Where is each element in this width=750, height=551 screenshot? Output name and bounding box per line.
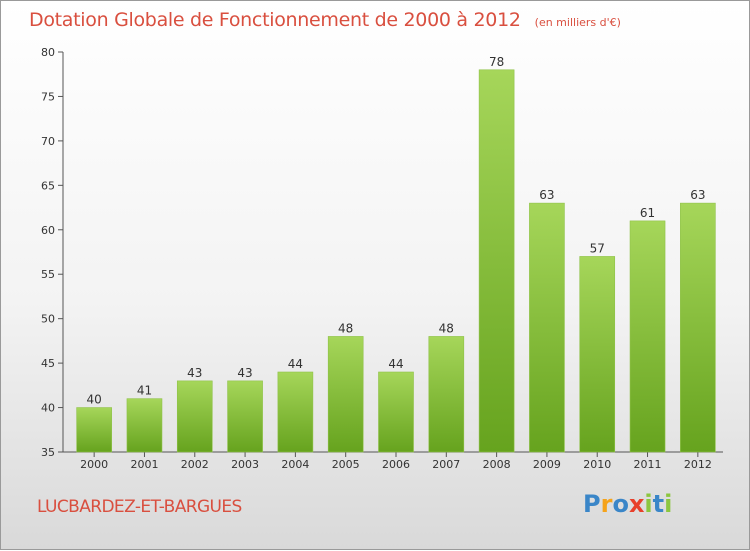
bars bbox=[76, 69, 716, 453]
x-tick-label: 2004 bbox=[281, 458, 309, 471]
x-tick-label: 2001 bbox=[130, 458, 158, 471]
x-tick-label: 2003 bbox=[231, 458, 259, 471]
bar bbox=[76, 407, 112, 453]
bar-value-label: 41 bbox=[137, 384, 152, 398]
bar-value-label: 44 bbox=[288, 357, 303, 371]
bar bbox=[529, 202, 565, 453]
y-tick-label: 80 bbox=[41, 46, 55, 59]
unit-label: (en milliers d'€) bbox=[534, 16, 621, 29]
bar-value-label: 44 bbox=[388, 357, 403, 371]
proxiti-logo: Proxiti bbox=[583, 490, 672, 518]
x-tick-label: 2011 bbox=[634, 458, 662, 471]
bar bbox=[428, 336, 465, 453]
x-tick-label: 2006 bbox=[382, 458, 410, 471]
bar-value-label: 48 bbox=[338, 321, 353, 335]
bar bbox=[629, 220, 666, 453]
bar bbox=[378, 371, 414, 453]
bar-value-label: 48 bbox=[439, 321, 454, 335]
bar-value-label: 63 bbox=[539, 188, 554, 202]
x-tick-label: 2012 bbox=[684, 458, 712, 471]
chart-title: Dotation Globale de Fonctionnement de 20… bbox=[29, 9, 621, 31]
bar-value-label: 43 bbox=[187, 366, 202, 380]
bar-value-label: 40 bbox=[87, 393, 102, 407]
bar-value-label: 63 bbox=[690, 188, 705, 202]
y-tick-label: 55 bbox=[41, 268, 55, 281]
logo-letter: x bbox=[628, 490, 645, 518]
value-labels: 40 41 43 43 44 48 44 48 78 63 57 61 63 bbox=[87, 55, 706, 407]
logo-letter: t bbox=[652, 490, 665, 518]
x-tick-label: 2005 bbox=[332, 458, 360, 471]
bar-value-label: 78 bbox=[489, 55, 504, 69]
y-tick-label: 45 bbox=[41, 357, 55, 370]
bar bbox=[227, 380, 263, 453]
y-tick-label: 50 bbox=[41, 313, 55, 326]
x-tick-label: 2009 bbox=[533, 458, 561, 471]
y-tick-label: 60 bbox=[41, 224, 55, 237]
y-tick-label: 70 bbox=[41, 135, 55, 148]
y-tick-label: 40 bbox=[41, 402, 55, 415]
logo-letter: i bbox=[644, 490, 653, 518]
bar bbox=[277, 371, 314, 453]
logo-letter: o bbox=[612, 490, 629, 518]
bar bbox=[680, 202, 716, 453]
x-tick-label: 2007 bbox=[432, 458, 460, 471]
y-tick-label: 35 bbox=[41, 446, 55, 459]
x-tick-label: 2010 bbox=[583, 458, 611, 471]
bar bbox=[478, 69, 515, 453]
bar-value-label: 57 bbox=[590, 241, 605, 255]
x-tick-label: 2008 bbox=[483, 458, 511, 471]
bar bbox=[327, 336, 364, 453]
bar bbox=[126, 398, 163, 453]
logo-letter: i bbox=[664, 490, 673, 518]
x-tick-label: 2002 bbox=[181, 458, 209, 471]
logo-letter: P bbox=[583, 490, 601, 518]
bar bbox=[176, 380, 213, 453]
logo-letter: r bbox=[600, 490, 613, 518]
y-tick-label: 65 bbox=[41, 179, 55, 192]
y-tick-label: 75 bbox=[41, 90, 55, 103]
bar bbox=[579, 256, 616, 453]
commune-name: LUCBARDEZ-ET-BARGUES bbox=[37, 497, 242, 517]
x-tick-label: 2000 bbox=[80, 458, 108, 471]
bar-value-label: 43 bbox=[237, 366, 252, 380]
bar-value-label: 61 bbox=[640, 206, 655, 220]
